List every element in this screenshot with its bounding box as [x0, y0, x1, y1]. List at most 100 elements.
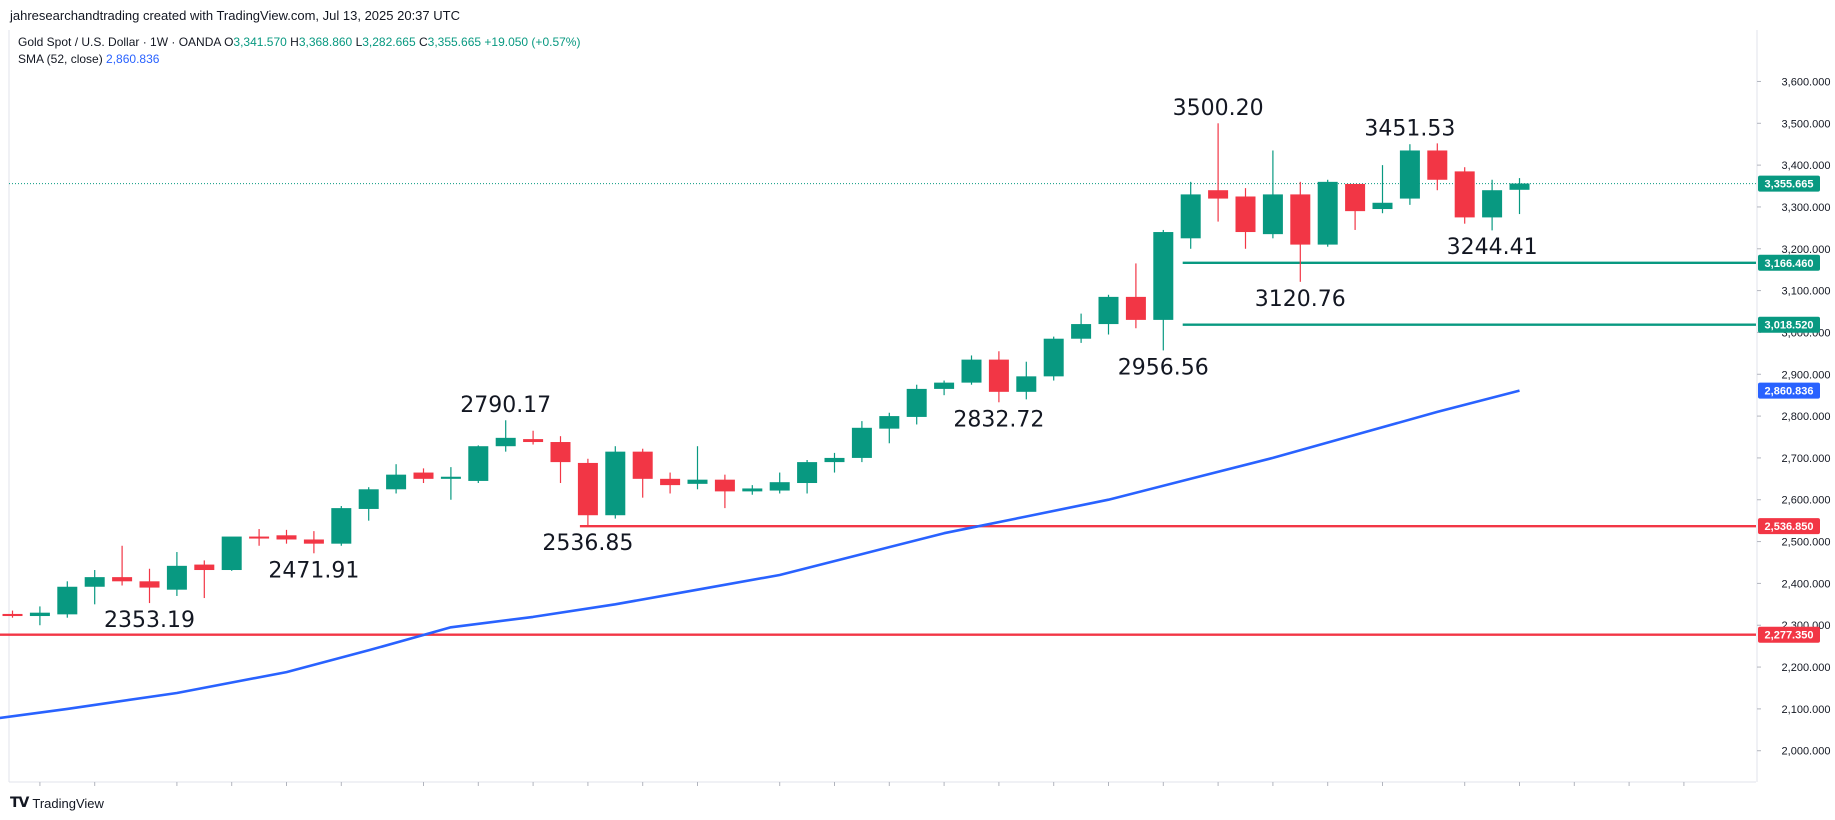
- candle-body: [1180, 194, 1201, 239]
- high-value: 3,368.860: [298, 35, 353, 49]
- level-price-tag-bg: [1758, 254, 1820, 271]
- x-tick-label: 16: [1376, 788, 1390, 790]
- y-tick-label: 3,400.000: [1782, 160, 1831, 172]
- y-tick-label: 3,300.000: [1782, 202, 1831, 214]
- x-tick-label: 17: [1047, 788, 1061, 790]
- chart-credit: jahresearchandtrading created with Tradi…: [10, 8, 460, 23]
- x-tick-label: 21: [472, 788, 486, 790]
- candle-body: [1125, 296, 1146, 320]
- sma-price-tag: 2,860.836: [1765, 386, 1814, 398]
- candle-body: [1043, 338, 1064, 377]
- candle-body: [1427, 150, 1448, 180]
- x-tick-label: 2025: [766, 788, 793, 790]
- price-chart[interactable]: 2,000.0002,100.0002,200.0002,300.0002,40…: [0, 0, 1835, 790]
- candle-body: [468, 446, 489, 481]
- candle-body: [413, 472, 434, 479]
- open-value: 3,341.570: [233, 35, 287, 49]
- close-value: 3,355.665: [427, 35, 482, 49]
- x-tick-label: Aug: [166, 788, 187, 790]
- x-tick-label: 18: [581, 788, 595, 790]
- x-tick-label: Sep: [276, 788, 298, 790]
- price-annotation: 3500.20: [1173, 96, 1264, 121]
- x-tick-label: Oct: [414, 788, 433, 790]
- symbol-label[interactable]: Gold Spot / U.S. Dollar · 1W · OANDA: [18, 35, 221, 49]
- y-tick-label: 3,100.000: [1782, 286, 1831, 298]
- candle-body: [605, 451, 626, 516]
- candle-body: [797, 462, 818, 484]
- y-tick-label: 2,100.000: [1782, 704, 1831, 716]
- x-tick-label: Jun: [1318, 788, 1337, 790]
- x-tick-label: 16: [691, 788, 705, 790]
- price-annotation: 3451.53: [1364, 117, 1455, 142]
- x-tick-label: Jul: [1457, 788, 1472, 790]
- low-label: L: [355, 35, 363, 49]
- candle-body: [1317, 181, 1338, 245]
- low-value: 3,282.665: [362, 35, 416, 49]
- candle-body: [769, 482, 790, 491]
- y-tick-label: 3,500.000: [1782, 118, 1831, 130]
- price-annotation: 2832.72: [953, 407, 1044, 432]
- x-tick-label: Feb: [879, 788, 900, 790]
- tradingview-logo-icon[interactable]: TV: [10, 795, 29, 811]
- y-tick-label: 3,600.000: [1782, 76, 1831, 88]
- candle-body: [386, 474, 407, 490]
- candle-body: [1345, 183, 1366, 212]
- candle-body: [57, 586, 78, 615]
- y-tick-label: 2,700.000: [1782, 453, 1831, 465]
- sma-label[interactable]: SMA (52, close): [18, 52, 103, 66]
- candle-body: [961, 359, 982, 383]
- candle-body: [824, 457, 845, 463]
- candle-body: [632, 451, 653, 479]
- candle-body: [687, 479, 708, 484]
- candle-body: [660, 478, 681, 486]
- candle-body: [303, 539, 324, 544]
- candle-body: [112, 577, 133, 582]
- current-price-tag-bg: [1758, 175, 1820, 192]
- price-annotation: 2353.19: [104, 608, 195, 633]
- ohlc-legend: Gold Spot / U.S. Dollar · 1W · OANDA O3,…: [18, 35, 580, 49]
- candle-body: [495, 437, 516, 447]
- candle-body: [1482, 190, 1503, 218]
- x-tick-label: 18: [1622, 788, 1636, 790]
- y-tick-label: 3,200.000: [1782, 244, 1831, 256]
- x-tick-label: Apr: [1099, 788, 1118, 790]
- candle-body: [84, 577, 105, 587]
- x-tick-label: 16: [335, 788, 349, 790]
- candle-body: [1208, 190, 1229, 199]
- x-tick-label: Aug: [1564, 788, 1585, 790]
- candle-body: [714, 479, 735, 492]
- candle-body: [1016, 376, 1037, 392]
- candle-body: [879, 416, 900, 429]
- y-tick-label: 2,600.000: [1782, 495, 1831, 507]
- x-tick-label: Sep: [1673, 788, 1695, 790]
- candle-body: [577, 462, 598, 516]
- footer: TV TradingView: [10, 795, 104, 811]
- candle-body: [440, 476, 461, 479]
- sma-value: 2,860.836: [106, 52, 160, 66]
- x-tick-label: 19: [1266, 788, 1280, 790]
- price-annotation: 2790.17: [460, 393, 551, 418]
- sma-price-tag-bg: [1758, 382, 1820, 399]
- candle-body: [851, 427, 872, 458]
- candle-body: [166, 565, 187, 590]
- level-price-tag-bg: [1758, 316, 1820, 333]
- price-annotation: 3244.41: [1447, 235, 1538, 260]
- candle-body: [523, 439, 544, 443]
- tradingview-logo-text[interactable]: TradingView: [32, 795, 104, 811]
- candle-body: [1153, 232, 1174, 320]
- x-tick-label: May: [1207, 788, 1230, 790]
- candle-body: [2, 613, 23, 617]
- candle-body: [29, 612, 50, 617]
- candle-body: [906, 388, 927, 417]
- candle-body: [1509, 183, 1530, 190]
- price-annotation: 3120.76: [1255, 287, 1346, 312]
- candle-body: [139, 581, 160, 588]
- candle-body: [358, 489, 379, 509]
- y-tick-label: 2,400.000: [1782, 578, 1831, 590]
- price-annotation: 2956.56: [1118, 356, 1209, 381]
- level-price-tag-bg: [1758, 518, 1820, 535]
- candle-body: [1235, 196, 1256, 233]
- candle-body: [934, 382, 955, 389]
- candle-body: [550, 442, 571, 463]
- candle-body: [1372, 202, 1393, 210]
